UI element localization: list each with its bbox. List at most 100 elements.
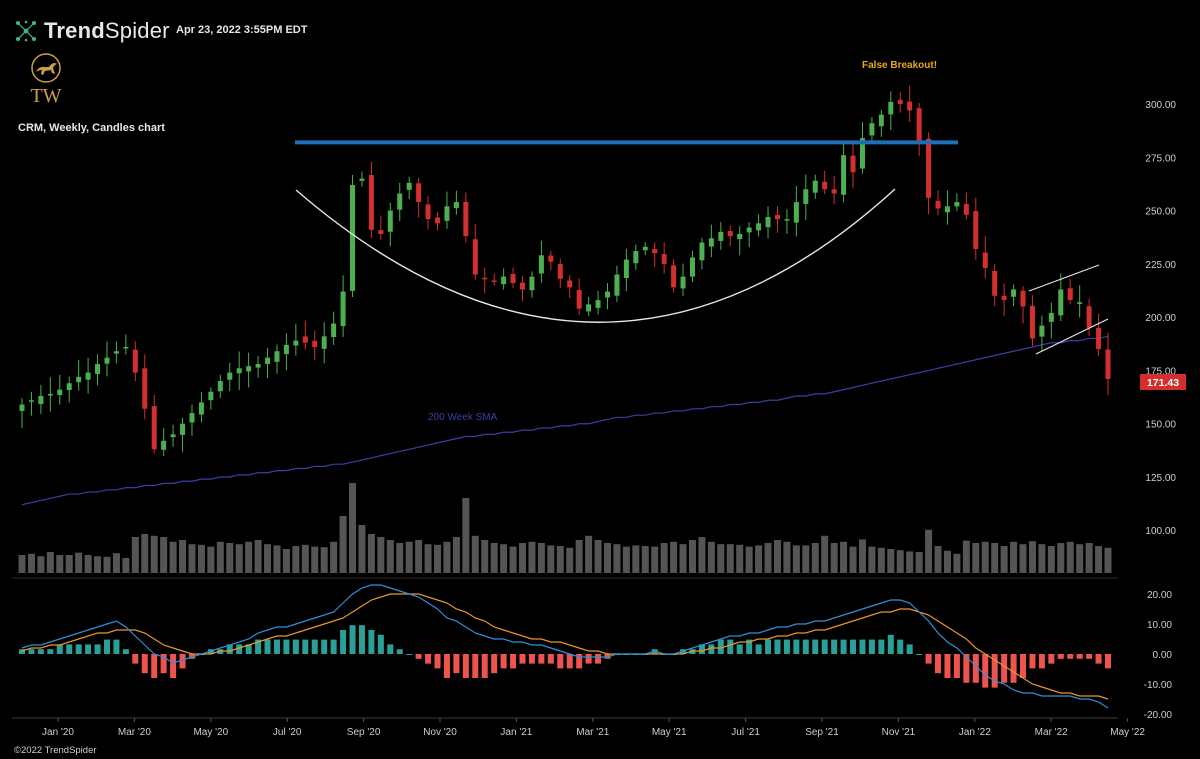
macd-histogram-bar — [868, 639, 875, 654]
candle-body — [1058, 289, 1064, 316]
candle-body — [982, 252, 988, 269]
candle-body — [1086, 306, 1092, 328]
volume-bar — [160, 537, 168, 573]
macd-histogram-bar — [944, 654, 951, 678]
time-tick-label: Nov '21 — [882, 727, 916, 738]
macd-histogram-bar — [963, 654, 970, 683]
macd-histogram-bar — [179, 654, 186, 669]
volume-bar — [811, 543, 819, 573]
volume-bar — [887, 549, 895, 573]
time-tick-label: Sep '21 — [805, 727, 839, 738]
logo-text: TW — [30, 85, 61, 107]
volume-bar — [792, 545, 800, 573]
candle-body — [406, 182, 412, 190]
volume-bar — [367, 534, 375, 573]
macd-histogram-bar — [935, 654, 942, 674]
macd-histogram-bar — [396, 649, 403, 654]
macd-histogram-bar — [566, 654, 573, 669]
macd-histogram-bar — [170, 654, 177, 678]
candle-body — [491, 280, 497, 282]
candle-body — [878, 114, 884, 127]
macd-histogram-bar — [283, 639, 290, 654]
volume-bar — [698, 537, 706, 573]
volume-bar — [179, 540, 187, 573]
macd-histogram-bar — [264, 639, 271, 654]
volume-bar — [509, 546, 517, 573]
false-breakout-annotation: False Breakout! — [862, 60, 937, 71]
time-tick-label: Mar '20 — [118, 727, 151, 738]
candle-body — [180, 423, 186, 435]
candle-body — [604, 291, 610, 298]
macd-histogram-bar — [1029, 654, 1036, 669]
macd-histogram-bar — [292, 639, 299, 654]
volume-bar — [981, 541, 989, 573]
volume-bar — [112, 553, 120, 573]
candle-body — [633, 251, 639, 264]
candle-body — [416, 183, 422, 203]
candle-body — [132, 349, 138, 373]
macd-histogram-bar — [415, 654, 422, 659]
price-tick-label: 250.00 — [1145, 207, 1176, 218]
volume-bar — [254, 540, 262, 573]
macd-histogram-bar — [358, 625, 365, 654]
candle-body — [1067, 288, 1073, 301]
volume-bar — [962, 540, 970, 573]
candle-body — [576, 290, 582, 309]
volume-bar — [830, 543, 838, 573]
macd-histogram-bar — [255, 639, 262, 654]
candle-body — [208, 391, 214, 401]
candle-body — [350, 184, 356, 291]
macd-histogram-bar — [840, 639, 847, 654]
candle-body — [774, 214, 780, 220]
macd-histogram-bar — [160, 654, 167, 674]
candle-body — [926, 138, 932, 198]
timestamp: Apr 23, 2022 3:55PM EDT — [176, 24, 308, 36]
time-tick-label: Nov '20 — [423, 727, 457, 738]
macd-histogram-bar — [311, 639, 318, 654]
volume-bar — [46, 552, 54, 573]
macd-histogram-bar — [141, 654, 148, 674]
candle-body — [425, 204, 431, 220]
candle-body — [302, 336, 308, 343]
candle-body — [642, 246, 648, 251]
macd-histogram-bar — [585, 654, 592, 664]
volume-bar — [943, 550, 951, 573]
candle-body — [718, 231, 724, 241]
macd-histogram-bar — [1020, 654, 1027, 678]
candle-body — [765, 216, 771, 228]
candle-body — [387, 210, 393, 232]
last-price-value: 171.43 — [1147, 377, 1179, 389]
candle-body — [293, 340, 299, 346]
macd-histogram-bar — [972, 654, 979, 683]
volume-bar — [1076, 544, 1084, 573]
macd-histogram-bar — [765, 639, 772, 654]
candle-body — [236, 368, 242, 374]
flag-lower-line — [1035, 318, 1109, 355]
macd-histogram-bar — [547, 654, 554, 664]
volume-bar — [1019, 544, 1027, 573]
volume-bar — [1010, 541, 1018, 573]
candle-body — [283, 344, 289, 355]
volume-bar — [1000, 546, 1008, 573]
volume-bar — [358, 525, 366, 573]
macd-histogram-bar — [1086, 654, 1093, 659]
candle-body — [76, 376, 82, 383]
macd-histogram-bar — [113, 639, 120, 654]
time-tick-label: Jan '22 — [959, 727, 991, 738]
volume-bar — [736, 544, 744, 573]
volume-bar — [660, 543, 668, 573]
volume-bar — [575, 540, 583, 573]
volume-bar — [755, 545, 763, 573]
volume-bar — [320, 547, 328, 573]
candle-body — [944, 206, 950, 213]
macd-histogram-bar — [47, 649, 54, 654]
volume-bar — [802, 545, 810, 573]
volume-bar — [896, 550, 904, 573]
macd-histogram-bar — [75, 644, 82, 654]
candle-body — [1029, 305, 1035, 339]
bull-emblem-icon — [31, 53, 61, 83]
volume-bar — [688, 540, 696, 573]
candle-body — [907, 101, 913, 111]
macd-histogram-bar — [28, 649, 35, 654]
macd-histogram-bar — [66, 644, 73, 654]
